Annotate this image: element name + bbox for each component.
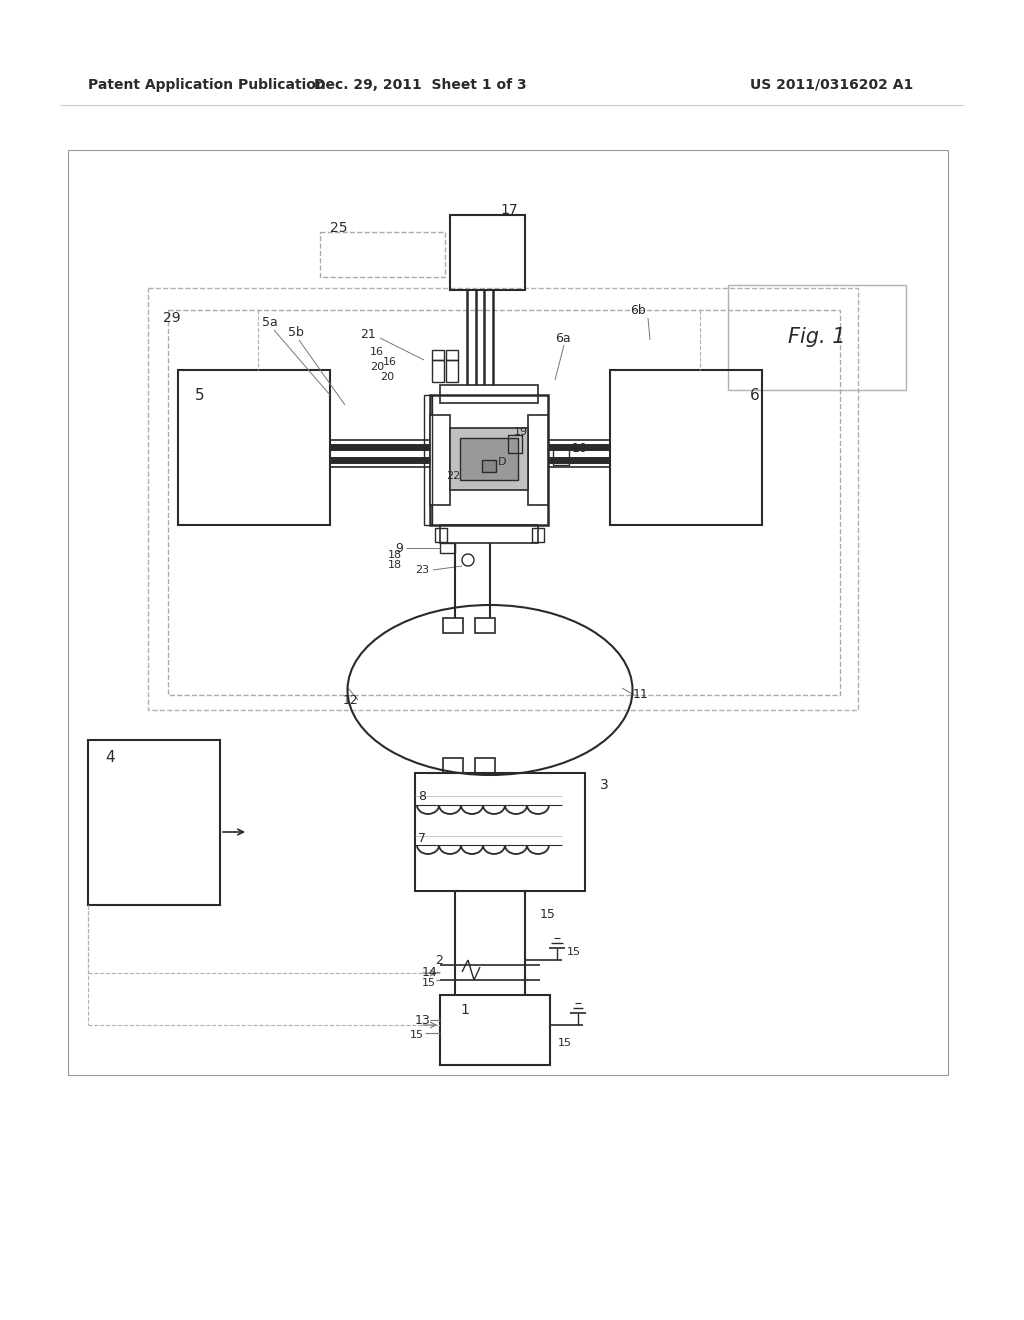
Bar [88,741,220,906]
Bar [460,438,518,480]
Bar [482,459,496,473]
Bar [450,428,528,490]
Text: Patent Application Publication: Patent Application Publication [88,78,326,92]
Bar [319,232,445,277]
Text: 20: 20 [380,372,394,381]
Bar [424,395,432,525]
Bar [475,758,495,774]
Text: 15: 15 [540,908,556,921]
Text: 19: 19 [514,426,528,437]
Bar [178,370,330,525]
Text: Fig. 1: Fig. 1 [788,327,846,347]
Text: 6b: 6b [630,304,646,317]
Bar [728,285,906,389]
Text: 21: 21 [360,329,376,342]
Bar [532,528,544,543]
Text: 15: 15 [558,1038,572,1048]
Text: 15: 15 [422,978,436,987]
Text: 29: 29 [163,312,180,325]
Text: US 2011/0316202 A1: US 2011/0316202 A1 [750,78,913,92]
Bar [432,350,444,360]
Text: 18: 18 [388,560,402,570]
Bar [148,288,858,710]
Bar [168,310,840,696]
Text: 11: 11 [633,689,649,701]
Text: 14: 14 [422,966,437,979]
Text: 4: 4 [105,751,115,766]
Text: 8: 8 [418,791,426,804]
Text: 10: 10 [572,441,588,454]
Bar [610,370,762,525]
Bar [68,150,948,1074]
Text: 12: 12 [343,693,358,706]
Text: 17: 17 [500,203,517,216]
Text: 6: 6 [750,388,760,403]
Bar [553,445,569,465]
Bar [475,618,495,634]
Bar [446,350,458,360]
Bar [443,758,463,774]
Bar [440,385,538,403]
Text: 7: 7 [418,832,426,845]
Text: 16: 16 [370,347,384,356]
Text: 22: 22 [446,471,460,480]
Text: D: D [498,457,506,467]
Text: 15: 15 [567,946,581,957]
Text: 3: 3 [600,777,608,792]
Bar [450,215,525,290]
Text: 16: 16 [383,356,397,367]
Bar [435,528,447,543]
Text: 2: 2 [435,953,442,966]
Bar [508,436,522,453]
Text: 20: 20 [370,362,384,372]
Text: 23: 23 [415,565,429,576]
Text: 25: 25 [330,220,347,235]
Text: 1: 1 [460,1003,469,1016]
Bar [440,995,550,1065]
Text: 6a: 6a [555,331,570,345]
Text: 18: 18 [388,550,402,560]
Bar [528,414,548,506]
Text: 13: 13 [415,1014,431,1027]
Bar [440,525,538,543]
Bar [415,774,585,891]
Text: 5b: 5b [288,326,304,339]
Bar [430,395,548,525]
Text: 5: 5 [195,388,205,403]
Bar [440,543,455,553]
Bar [432,360,444,381]
Text: 9: 9 [395,541,402,554]
Bar [430,414,450,506]
Text: 5a: 5a [262,317,278,330]
Text: Dec. 29, 2011  Sheet 1 of 3: Dec. 29, 2011 Sheet 1 of 3 [313,78,526,92]
Bar [446,360,458,381]
Bar [443,618,463,634]
Text: 15: 15 [410,1030,424,1040]
